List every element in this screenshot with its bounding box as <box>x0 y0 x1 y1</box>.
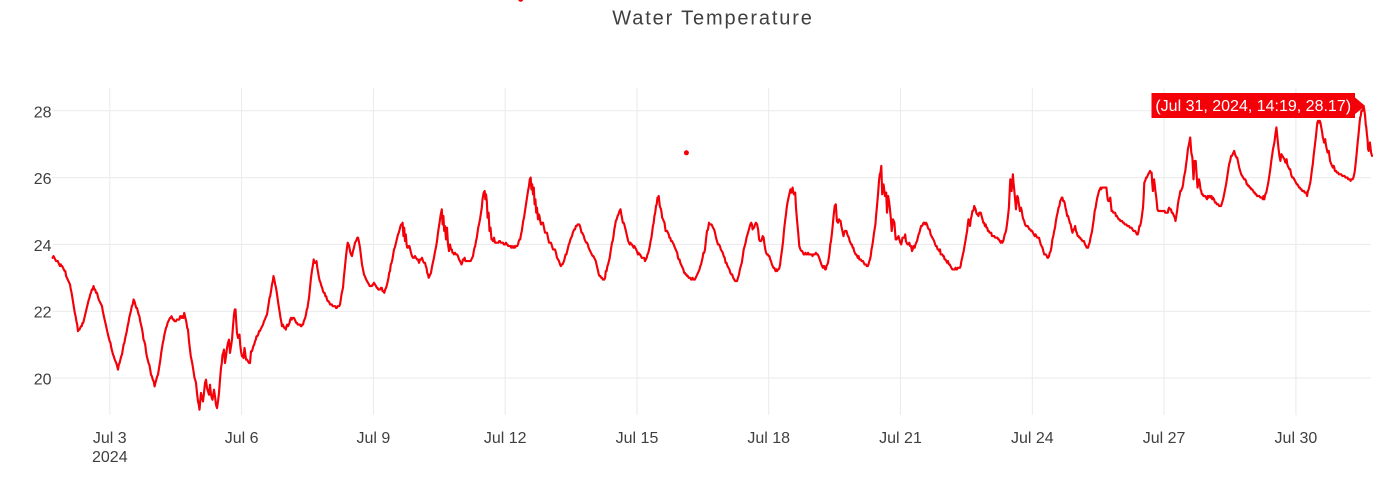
svg-text:20: 20 <box>34 372 52 389</box>
svg-text:24: 24 <box>34 238 52 255</box>
svg-text:Jul 21: Jul 21 <box>879 430 922 447</box>
svg-text:2024: 2024 <box>92 449 128 466</box>
svg-text:Jul 12: Jul 12 <box>484 430 527 447</box>
svg-text:22: 22 <box>34 305 52 322</box>
svg-text:Jul 24: Jul 24 <box>1011 430 1054 447</box>
svg-text:(Jul 31, 2024, 14:19, 28.17): (Jul 31, 2024, 14:19, 28.17) <box>1155 98 1351 115</box>
svg-text:Jul 15: Jul 15 <box>616 430 659 447</box>
svg-text:Jul 9: Jul 9 <box>357 430 391 447</box>
svg-text:Jul 3: Jul 3 <box>93 430 127 447</box>
svg-text:Jul 18: Jul 18 <box>747 430 790 447</box>
svg-text:Water Temperature: Water Temperature <box>612 8 814 30</box>
svg-text:28: 28 <box>34 104 52 121</box>
svg-text:Jul 6: Jul 6 <box>225 430 259 447</box>
svg-text:26: 26 <box>34 171 52 188</box>
svg-text:Jul 27: Jul 27 <box>1143 430 1186 447</box>
svg-text:Jul 30: Jul 30 <box>1275 430 1318 447</box>
